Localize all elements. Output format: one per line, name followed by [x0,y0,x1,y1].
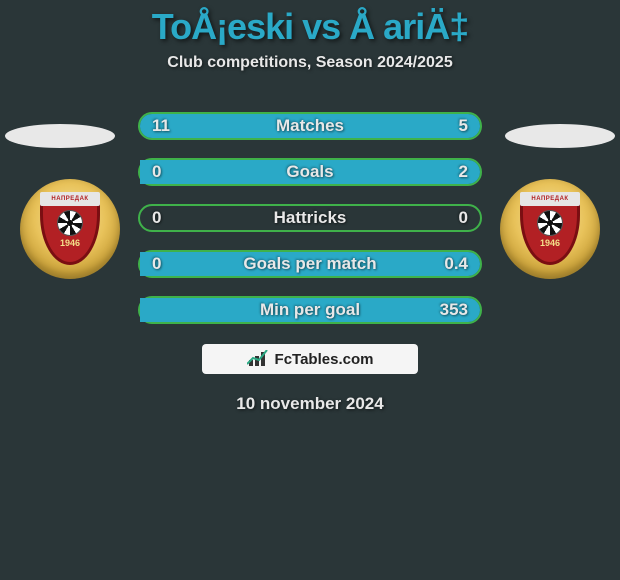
stat-value-right: 0.4 [444,254,468,274]
stat-value-right: 2 [459,162,468,182]
crest-banner: НАПРЕДАК [40,192,100,206]
stat-value-right: 353 [440,300,468,320]
stat-label: Hattricks [274,208,347,228]
stat-value-left: 0 [152,162,161,182]
stat-label: Goals per match [243,254,376,274]
club-crest-right: НАПРЕДАК 1946 [500,179,600,279]
stat-label: Matches [276,116,344,136]
stat-value-left: 0 [152,208,161,228]
page-title: ToÅ¡eski vs Å ariÄ‡ [0,0,620,48]
stat-row: 11 Matches 5 [138,112,482,140]
chart-icon [247,350,269,368]
stat-label: Min per goal [260,300,360,320]
crest-year: 1946 [540,238,560,248]
crest-banner: НАПРЕДАК [520,192,580,206]
stat-row: 0 Goals 2 [138,158,482,186]
site-logo-text: FcTables.com [275,351,374,368]
club-crest-left: НАПРЕДАК 1946 [20,179,120,279]
crest-year: 1946 [60,238,80,248]
crest-ball-icon [537,210,563,236]
stat-value-right: 5 [459,116,468,136]
crest-ball-icon [57,210,83,236]
stat-row: 0 Hattricks 0 [138,204,482,232]
subtitle: Club competitions, Season 2024/2025 [0,54,620,72]
stat-value-right: 0 [459,208,468,228]
stat-label: Goals [286,162,333,182]
date-label: 10 november 2024 [0,394,620,414]
player-marker-right [505,124,615,148]
stat-row: Min per goal 353 [138,296,482,324]
player-marker-left [5,124,115,148]
stat-value-left: 0 [152,254,161,274]
stat-value-left: 11 [152,116,170,136]
site-logo: FcTables.com [202,344,418,374]
stat-row: 0 Goals per match 0.4 [138,250,482,278]
